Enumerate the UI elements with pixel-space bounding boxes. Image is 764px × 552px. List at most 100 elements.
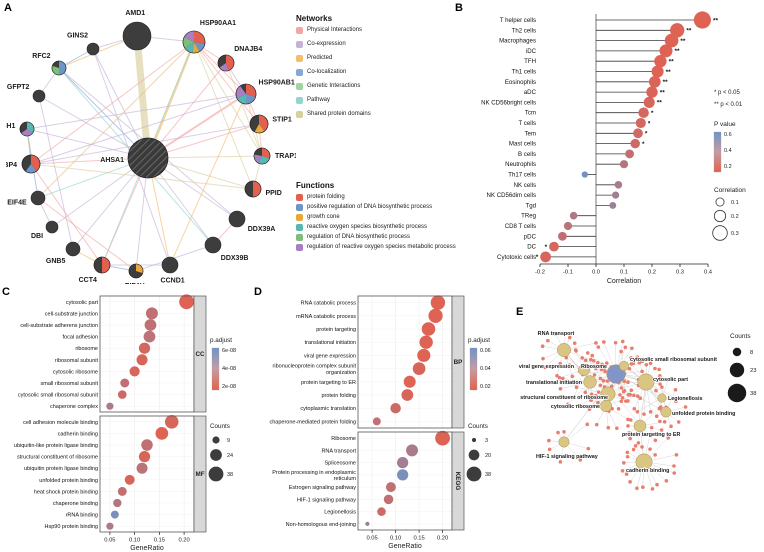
padjust-tick: 6e-08 [222,348,236,354]
gene-leaf-dot [591,359,596,363]
gene-leaf-dot [625,450,630,455]
gene-leaf-dot [566,402,570,407]
enrichment-dot [385,482,396,493]
enrichment-dot [417,348,431,362]
gene-leaf-dot [653,453,657,457]
network-node-HSP90AA1 [182,30,206,54]
enrichment-dot [124,474,135,485]
x-tick-label: 0.15 [154,538,165,544]
svg-c-legend: p.adjust 6e-08 4e-08 2e-08 Counts 9 24 38 [208,337,236,482]
gene-leaf-dot [664,479,669,483]
cell-type-label: Cytotoxic cells [497,254,536,261]
cell-type-label: NK CD56bright cells [481,99,536,106]
gene-leaf-dot [599,367,604,372]
gene-leaf-dot [629,362,634,366]
term-label: Hsp90 protein binding [44,524,98,530]
term-label: cell-substrate junction [45,311,98,317]
significance-stars: ** [669,59,675,66]
enrichment-dot [117,390,127,399]
panel-e-legend: Counts 8 23 38 [727,333,756,403]
legend-label: positive regulation of DNA biosynthetic … [307,204,433,210]
sig-p05-label: * p < 0.05 [714,90,741,96]
pathway-hub-node [558,436,570,448]
counts-tick: 38 [227,472,233,478]
counts-legend-circle [732,347,742,357]
cell-type-label: T helper cells [500,17,536,24]
lollipop-row: TReg [521,211,596,220]
legend-label: Predicted [307,55,333,61]
gene-label-GNB5: GNB5 [46,258,66,265]
enrichment-dot [421,322,436,336]
term-label: cell adhesion molecule binding [23,420,98,426]
legend-item: growth cone [296,214,461,221]
counts-tick: 23 [750,368,756,374]
term-label: Spliceosome [325,461,357,467]
regDNA-swatch-icon [296,234,303,241]
lollipop-row: NK cells [514,181,623,189]
padjust-gradient-bar [211,347,220,391]
networks-legend-title: Networks [296,14,333,23]
gene-leaf-dot [558,386,563,391]
enrichment-dot [141,439,153,451]
pathway-hub-node [583,375,597,389]
facet-strip-label: KEGG [454,472,461,491]
significance-stars: ** [657,100,663,107]
enrichment-dot [136,354,148,366]
legend-label: Co-expression [307,41,346,47]
term-label: ribonucleoprotein complex subunit organiz… [273,364,357,376]
correlation-dot [670,23,685,38]
gene-label-GCH1: GCH1 [6,123,15,130]
pathway-hub-node [637,373,655,391]
legend-item: regulation of DNA biosynthetic process [296,234,461,241]
enrichment-dot [164,415,179,429]
x-tick-label: 0.10 [129,538,140,544]
gene-leaf-dot [636,441,641,445]
gene-leaf-dot [546,338,550,343]
significance-stars: * [651,110,654,117]
network-node-DDX39A [228,210,246,228]
lollipop-row: CD8 T cells [505,221,596,231]
gene-leaf-dot [585,351,590,355]
gene-leaf-dot [574,349,578,353]
pvalue-legend-title: P value [714,121,736,128]
network-edge-coexpr [38,95,74,250]
term-label: RNA catabolic process [301,301,357,307]
gene-label-GFPT2: GFPT2 [7,84,30,91]
gene-leaf-dot [578,458,583,462]
legend-item: Predicted [296,55,451,62]
legend-label: reactive oxygen species biosynthetic pro… [307,224,428,230]
legend-item: regulation of reactive oxygen species me… [296,244,461,251]
network-node-CCND1 [161,256,179,274]
enrichment-dot [138,342,151,354]
enrichment-dot [365,521,370,526]
network-edge-coexpr [30,93,247,165]
counts-tick: 3 [485,438,488,444]
lollipop-row: Th17 cells [508,171,596,179]
term-label: small ribosomal subunit [41,381,99,387]
gene-leaf-dot [541,356,545,361]
gene-leaf-dot [596,400,600,405]
pathway-hub-label: translational initiation [526,380,582,386]
correlation-dot [630,138,640,149]
gene-leaf-dot [683,405,688,409]
gene-leaf-dot [596,360,600,365]
gene-leaf-dot [561,376,565,381]
legend-item: Pathway [296,97,451,104]
term-label: ubiquitin protein ligase binding [24,466,98,472]
gene-leaf-dot [619,349,623,354]
enrichment-dot [430,295,446,310]
sig-p01-label: ** p < 0.01 [714,102,743,108]
cell-type-label: Th1 cells [512,69,536,76]
cell-type-label: Eosinophils [505,79,536,86]
term-label: protein folding [321,393,356,399]
gene-leaf-dot [580,356,585,360]
term-label: ribosomal subunit [55,358,99,364]
pathway-hub-label: Legionellosis [668,396,702,402]
gene-label-GINS2: GINS2 [67,32,88,39]
pathway-hub-node [635,453,653,471]
pathway-hub-label: cytosolic small ribosomal subunit [630,357,717,363]
padjust-gradient-bar [469,347,478,391]
facet-KEGG: Ribosome RNA transport Spliceosome Protein … [272,430,465,531]
term-label: mRNA catabolic process [296,314,356,320]
